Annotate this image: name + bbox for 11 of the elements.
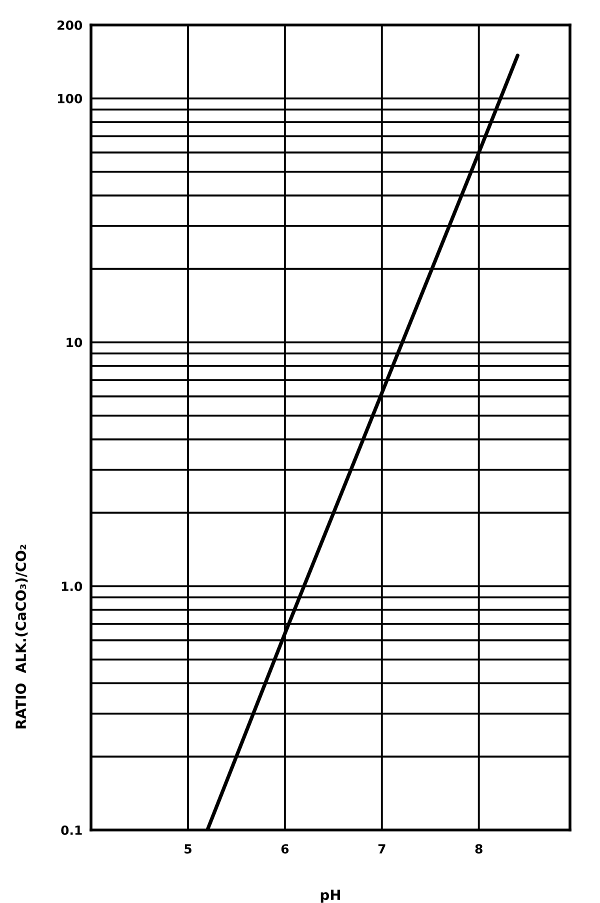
y-tick-label: 100 [58, 94, 82, 104]
y-tick-label: 1.0 [62, 582, 82, 592]
x-tick-label: 6 [281, 844, 289, 854]
y-tick-label: 0.1 [61, 826, 82, 835]
y-tick-label: 10 [66, 338, 82, 348]
x-tick-label: 5 [184, 844, 192, 854]
y-axis-title: RATIO ALK.(CaCO₃)/CO₂ [15, 544, 28, 728]
y-tick-label: 200 [58, 20, 82, 30]
x-tick-label: 7 [378, 844, 386, 854]
x-tick-label: 8 [475, 844, 482, 854]
x-axis-title: pH [320, 890, 340, 903]
